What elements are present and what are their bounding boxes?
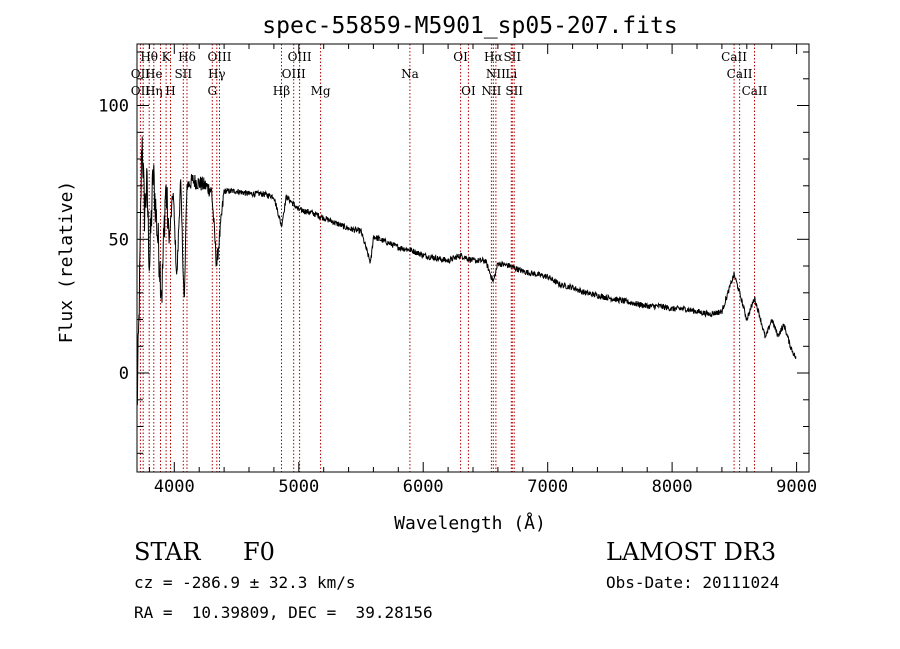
x-tick-label: 4000 bbox=[154, 477, 195, 497]
marker-label: Hθ bbox=[140, 50, 158, 64]
emission-line-markers bbox=[139, 44, 755, 472]
spectrum-series bbox=[136, 136, 797, 406]
marker-label: SII bbox=[505, 84, 523, 98]
marker-label: CaII bbox=[727, 67, 753, 81]
spectrum-line bbox=[136, 136, 797, 406]
object-class: STAR bbox=[134, 538, 201, 566]
marker-label: CaII bbox=[742, 84, 768, 98]
observation-date: Obs-Date: 20111024 bbox=[606, 573, 780, 592]
object-subclass: F0 bbox=[243, 538, 275, 566]
marker-label: OI bbox=[461, 84, 476, 98]
marker-label: OII bbox=[131, 67, 151, 81]
marker-label: SII bbox=[503, 50, 521, 64]
x-tick-label: 5000 bbox=[278, 477, 319, 497]
x-tick-label: 6000 bbox=[403, 477, 444, 497]
marker-label: OIII bbox=[207, 50, 231, 64]
marker-label: NII bbox=[486, 67, 506, 81]
y-tick-label: 50 bbox=[109, 230, 129, 250]
chart-title: spec-55859-M5901_sp05-207.fits bbox=[262, 13, 677, 39]
y-axis-label: Flux (relative) bbox=[56, 181, 77, 344]
marker-label: CaII bbox=[721, 50, 747, 64]
marker-label: Hη bbox=[145, 84, 163, 98]
survey-name: LAMOST DR3 bbox=[606, 538, 777, 566]
marker-label: Mg bbox=[311, 84, 331, 98]
marker-label: H bbox=[165, 84, 175, 98]
marker-label: OI bbox=[453, 50, 468, 64]
marker-label: Li bbox=[505, 67, 517, 81]
x-tick-label: 8000 bbox=[652, 477, 693, 497]
marker-label: SII bbox=[174, 67, 192, 81]
marker-label: OIII bbox=[282, 67, 306, 81]
marker-label: K bbox=[162, 50, 172, 64]
x-tick-label: 7000 bbox=[527, 477, 568, 497]
y-axis: 0 50 100 bbox=[98, 51, 809, 454]
x-axis: 4000 5000 6000 7000 8000 9000 bbox=[148, 44, 817, 497]
marker-label: Na bbox=[401, 67, 419, 81]
marker-label: Hγ bbox=[208, 67, 226, 81]
marker-label: G bbox=[208, 84, 218, 98]
y-tick-label: 0 bbox=[119, 364, 129, 384]
sky-coordinates: RA = 10.39809, DEC = 39.28156 bbox=[134, 603, 433, 622]
marker-label: OII bbox=[131, 84, 151, 98]
marker-label: Hδ bbox=[178, 50, 196, 64]
x-axis-label: Wavelength (Å) bbox=[394, 512, 546, 534]
marker-label: Hβ bbox=[273, 84, 290, 98]
marker-label: NII bbox=[481, 84, 501, 98]
marker-label: Hα bbox=[484, 50, 503, 64]
marker-label: OIII bbox=[288, 50, 312, 64]
redshift-velocity: cz = -286.9 ± 32.3 km/s bbox=[134, 573, 356, 592]
x-tick-label: 9000 bbox=[776, 477, 817, 497]
y-tick-label: 100 bbox=[98, 97, 129, 117]
marker-label: He bbox=[145, 67, 163, 81]
